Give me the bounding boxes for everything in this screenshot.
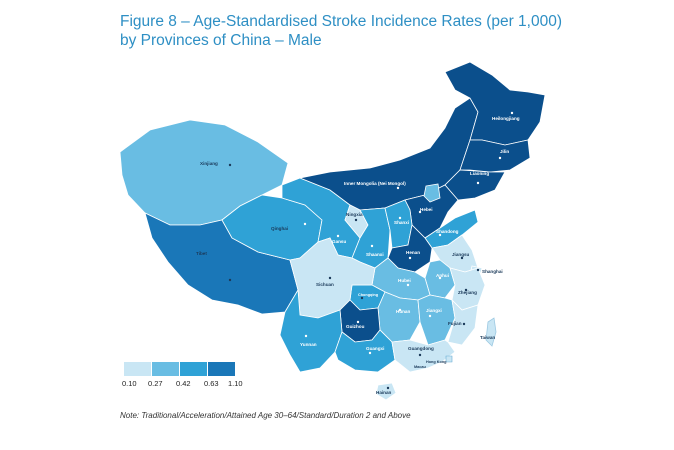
legend-swatch-3 bbox=[180, 362, 207, 376]
label-ningxia: Ningxia bbox=[346, 212, 363, 217]
label-hunan: Hunan bbox=[396, 309, 410, 314]
legend-tick-4: 0.63 bbox=[204, 379, 219, 388]
label-gansu: Gansu bbox=[332, 239, 346, 244]
label-shaanxi: Shaanxi bbox=[366, 252, 384, 257]
province-fujian[interactable] bbox=[447, 298, 479, 346]
label-guangxi: Guangxi bbox=[366, 346, 384, 351]
footnote: Note: Traditional/Acceleration/Attained … bbox=[120, 411, 411, 420]
capital-dots bbox=[228, 111, 514, 390]
legend-tick-5: 1.10 bbox=[228, 379, 243, 388]
province-taiwan[interactable] bbox=[485, 317, 497, 347]
label-jiangxi: Jiangxi bbox=[426, 308, 442, 313]
label-jilin: Jilin bbox=[500, 149, 509, 154]
province-liaoning[interactable] bbox=[444, 169, 506, 201]
province-jilin[interactable] bbox=[459, 139, 531, 173]
label-hong-kong: Hong Kong bbox=[426, 360, 447, 364]
province-labels: Heilongjiang Jilin Liaoning Inner Mongol… bbox=[196, 116, 520, 395]
label-inner-mongolia: Inner Mongolia (Nei Mongol) bbox=[344, 181, 406, 186]
label-fujian: Fujian bbox=[448, 321, 462, 326]
label-xinjiang: Xinjiang bbox=[200, 161, 218, 166]
label-shandong: Shandong bbox=[436, 229, 459, 234]
province-guangdong[interactable] bbox=[391, 339, 456, 373]
label-shanghai: Shanghai bbox=[482, 269, 503, 274]
label-guizhou: Guizhou bbox=[346, 324, 365, 329]
label-sichuan: Sichuan bbox=[316, 282, 334, 287]
legend-swatch-1 bbox=[124, 362, 151, 376]
label-hebei: Hebei bbox=[420, 207, 433, 212]
label-guangdong: Guangdong bbox=[408, 346, 434, 351]
label-henan: Henan bbox=[406, 250, 420, 255]
legend-ticks: 0.10 0.27 0.42 0.63 1.10 bbox=[122, 379, 264, 391]
label-macau: Macau bbox=[414, 365, 426, 369]
legend-tick-2: 0.27 bbox=[148, 379, 163, 388]
label-jiangsu: Jiangsu bbox=[452, 252, 470, 257]
label-tibet: Tibet bbox=[196, 251, 207, 256]
label-hubei: Hubei bbox=[398, 278, 411, 283]
figure-title-line-1: Figure 8 – Age-Standardised Stroke Incid… bbox=[120, 13, 563, 30]
label-anhui: Anhui bbox=[436, 273, 449, 278]
label-hainan: Hainan bbox=[376, 390, 392, 395]
label-liaoning: Liaoning bbox=[470, 171, 489, 176]
province-hainan[interactable] bbox=[375, 382, 397, 401]
province-hong-kong[interactable] bbox=[445, 355, 453, 363]
label-qinghai: Qinghai bbox=[271, 226, 288, 231]
label-chongqing: Chongqing bbox=[358, 293, 379, 297]
legend-swatch-4 bbox=[208, 362, 235, 376]
legend-tick-3: 0.42 bbox=[176, 379, 191, 388]
label-shanxi: Shanxi bbox=[394, 220, 409, 225]
legend-tick-1: 0.10 bbox=[122, 379, 137, 388]
figure-title-line-2: by Provinces of China – Male bbox=[120, 32, 322, 49]
figure-title: Figure 8 – Age-Standardised Stroke Incid… bbox=[120, 12, 640, 50]
label-zhejiang: Zhejiang bbox=[458, 290, 477, 295]
legend-swatch-2 bbox=[152, 362, 179, 376]
province-beijing-tianjin bbox=[423, 183, 441, 203]
label-heilongjiang: Heilongjiang bbox=[492, 116, 520, 121]
label-taiwan: Taiwan bbox=[480, 335, 495, 340]
label-yunnan: Yunnan bbox=[300, 342, 317, 347]
